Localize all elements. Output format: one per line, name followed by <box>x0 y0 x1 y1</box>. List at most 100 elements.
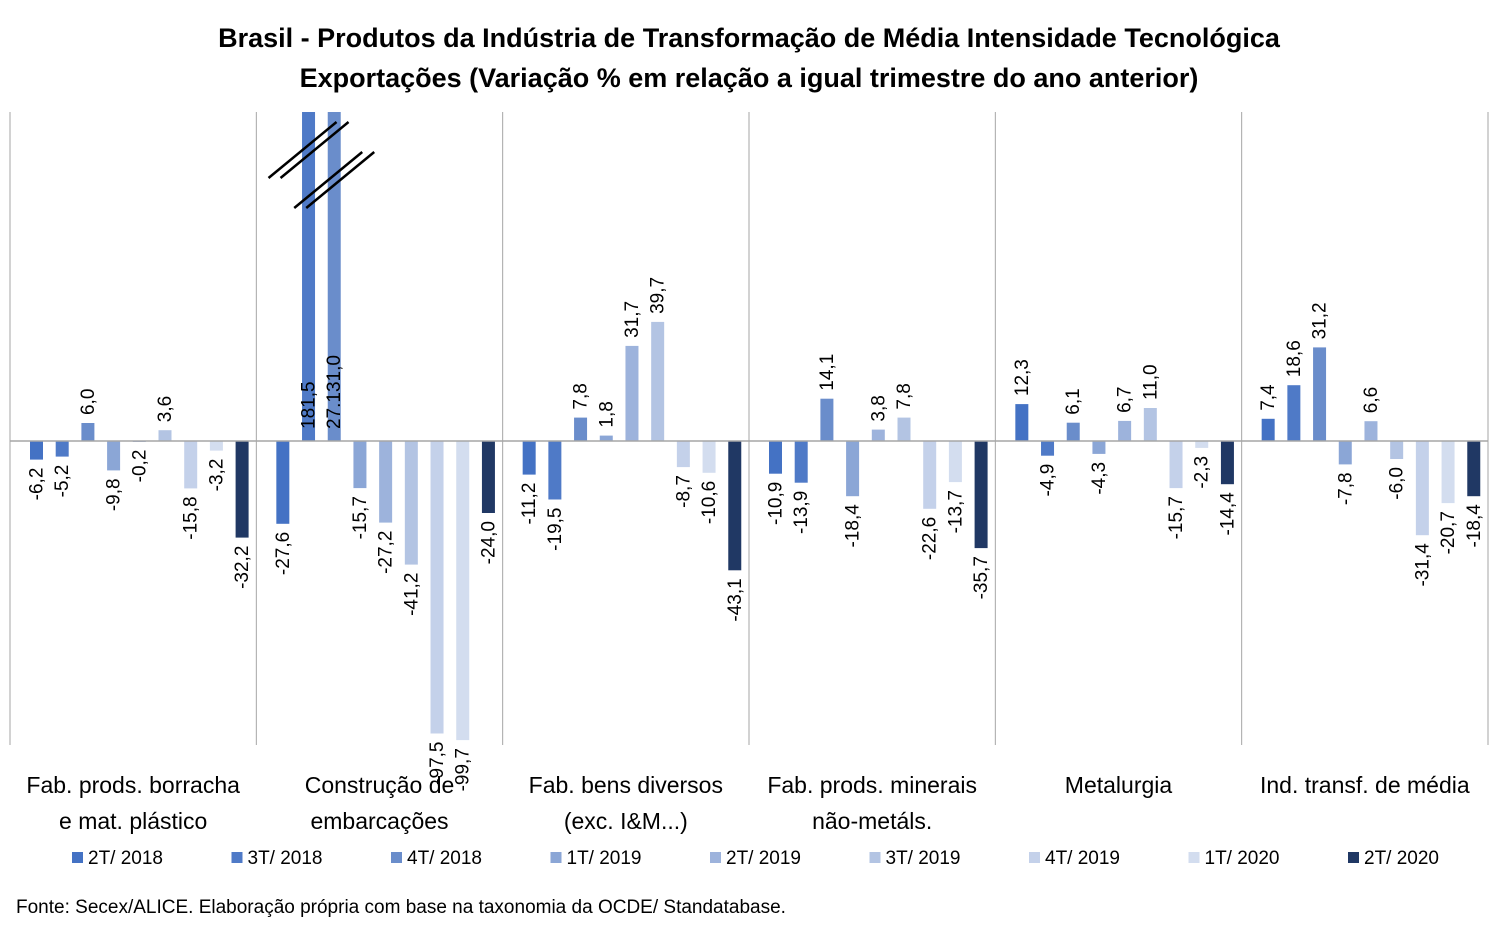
bar-4t-2018 <box>820 398 834 441</box>
data-label: -6,0 <box>1387 467 1408 500</box>
bar-2t-2020 <box>481 441 495 513</box>
bar-1t-2020 <box>702 441 716 473</box>
data-label: -4,3 <box>1089 462 1110 495</box>
data-label: -3,2 <box>206 459 227 492</box>
bar-3t-2019 <box>1390 441 1404 459</box>
category-label: Fab. bens diversos <box>529 772 723 798</box>
bar-4t-2019 <box>430 441 444 734</box>
bar-1t-2020 <box>1441 441 1455 504</box>
data-label: 31,2 <box>1310 302 1331 339</box>
axis-break-mark <box>293 151 364 209</box>
data-label: -27,6 <box>273 532 294 575</box>
data-label: -0,2 <box>129 450 150 483</box>
bar-4t-2019 <box>184 441 198 489</box>
bar-2t-2019 <box>625 345 639 441</box>
bar-2t-2018 <box>30 441 43 460</box>
data-label: 181,5 <box>299 381 320 429</box>
data-label: -8,7 <box>673 475 694 508</box>
bar-4t-2018 <box>327 112 341 441</box>
legend: 2T/ 2018 3T/ 2018 4T/ 2018 1T/ 2019 2T/ 2019… <box>72 848 1439 869</box>
legend-label: 2T/ 2020 <box>1364 848 1439 869</box>
legend-label: 2T/ 2018 <box>88 848 163 869</box>
bar-series <box>30 112 1481 741</box>
data-label: 7,4 <box>1258 384 1279 411</box>
data-label: -15,7 <box>350 496 371 539</box>
data-label: -9,8 <box>104 478 125 511</box>
category-label: (exc. I&M...) <box>564 808 688 834</box>
data-label: -35,7 <box>971 556 992 599</box>
data-label: -97,5 <box>427 742 448 785</box>
bar-2t-2019 <box>379 441 393 523</box>
data-label: 3,8 <box>868 395 889 421</box>
bar-2t-2019 <box>1364 421 1378 441</box>
chart-title: Brasil - Produtos da Indústria de Transf… <box>218 23 1281 53</box>
bar-3t-2019 <box>897 417 911 441</box>
data-label: -10,9 <box>766 482 787 525</box>
bar-3t-2018 <box>55 441 69 457</box>
bar-1t-2019 <box>1092 441 1106 454</box>
legend-swatch <box>72 852 83 863</box>
data-label: 6,7 <box>1115 386 1136 412</box>
data-label: 1,8 <box>596 401 617 427</box>
axis-break-mark <box>267 121 338 179</box>
axis-break-mark <box>305 151 376 209</box>
category-label: Fab. prods. minerais <box>767 772 977 798</box>
axis-break-mark <box>279 121 350 179</box>
legend-swatch <box>391 852 402 863</box>
data-label: -31,4 <box>1412 543 1433 587</box>
data-label: -15,8 <box>181 496 202 539</box>
chart-subtitle: Exportações (Variação % em relação a igu… <box>300 63 1199 93</box>
data-label: 7,8 <box>894 383 915 409</box>
data-label: -19,5 <box>545 508 566 551</box>
bar-4t-2019 <box>923 441 937 509</box>
bar-4t-2019 <box>1415 441 1429 536</box>
data-label: -7,8 <box>1335 472 1356 505</box>
bar-3t-2018 <box>1041 441 1055 456</box>
legend-label: 1T/ 2019 <box>567 848 642 869</box>
data-label: 31,7 <box>622 301 643 338</box>
data-label: -13,7 <box>945 490 966 533</box>
data-label: 18,6 <box>1284 340 1305 377</box>
data-label: -10,6 <box>699 481 720 524</box>
data-label: 7,8 <box>571 383 592 409</box>
data-label: 11,0 <box>1140 364 1161 400</box>
category-label: Construção de <box>305 772 455 798</box>
bar-2t-2018 <box>1261 418 1275 441</box>
data-label: 14,1 <box>817 354 838 391</box>
legend-swatch <box>710 852 721 863</box>
category-label: e mat. plástico <box>59 808 207 834</box>
bar-3t-2019 <box>1143 408 1157 441</box>
axis-break-marks <box>267 121 376 209</box>
data-label: 6,6 <box>1361 387 1382 413</box>
data-label: -4,9 <box>1038 464 1059 497</box>
bar-1t-2019 <box>1338 441 1352 465</box>
bar-1t-2019 <box>846 441 860 497</box>
bar-1t-2020 <box>456 441 470 741</box>
category-separators <box>9 112 1489 745</box>
legend-swatch <box>1348 852 1359 863</box>
bar-3t-2018 <box>548 441 562 500</box>
bar-2t-2020 <box>974 441 988 549</box>
data-label: 12,3 <box>1012 359 1033 396</box>
bar-4t-2018 <box>1313 347 1327 441</box>
category-labels: Fab. prods. borracha e mat. plástico Const… <box>26 772 1469 834</box>
bar-2t-2018 <box>1015 404 1029 441</box>
data-label: -6,2 <box>27 468 48 501</box>
data-label: -22,6 <box>920 517 941 560</box>
bar-3t-2019 <box>651 321 665 441</box>
bar-1t-2019 <box>107 441 121 471</box>
legend-label: 4T/ 2018 <box>407 848 482 869</box>
data-label: -18,4 <box>1464 504 1485 548</box>
data-label: -11,2 <box>519 483 540 525</box>
data-labels: -6,2 -5,2 6,0 -9,8-0,2 3,6 -15,8-3,2 -32,2 -27,… <box>27 277 1485 791</box>
category-label: Ind. transf. de média <box>1260 772 1470 798</box>
data-label: 39,7 <box>648 277 669 314</box>
legend-label: 1T/ 2020 <box>1205 848 1280 869</box>
bar-3t-2018 <box>1287 385 1301 441</box>
data-label: -14,4 <box>1217 492 1238 536</box>
bar-2t-2020 <box>728 441 742 571</box>
bar-2t-2018 <box>276 441 290 524</box>
data-label: 27.131,0 <box>324 355 345 429</box>
data-label: -41,2 <box>401 573 422 616</box>
